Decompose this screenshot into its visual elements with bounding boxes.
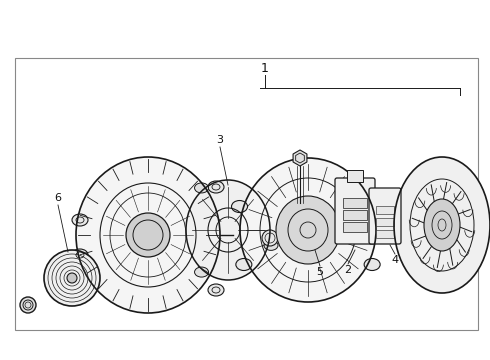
Bar — [343, 198, 367, 208]
Ellipse shape — [264, 240, 278, 250]
Text: 1: 1 — [261, 62, 269, 75]
Ellipse shape — [126, 213, 170, 257]
Ellipse shape — [208, 284, 224, 296]
Ellipse shape — [394, 157, 490, 293]
Bar — [376, 206, 394, 214]
Ellipse shape — [424, 199, 460, 251]
FancyBboxPatch shape — [335, 178, 375, 244]
Bar — [15, 58, 478, 330]
Ellipse shape — [44, 250, 100, 306]
Ellipse shape — [72, 249, 88, 261]
Ellipse shape — [195, 183, 209, 193]
Ellipse shape — [72, 214, 88, 226]
FancyBboxPatch shape — [369, 188, 401, 244]
Ellipse shape — [208, 181, 224, 193]
Text: 5: 5 — [317, 267, 323, 277]
Bar — [376, 218, 394, 226]
Text: 4: 4 — [392, 255, 398, 265]
Bar — [343, 222, 367, 232]
Bar — [343, 210, 367, 220]
Text: 6: 6 — [54, 193, 62, 203]
Ellipse shape — [364, 258, 380, 270]
Ellipse shape — [231, 201, 247, 212]
Bar — [347, 170, 363, 182]
Ellipse shape — [262, 230, 278, 246]
Ellipse shape — [364, 189, 380, 202]
Ellipse shape — [236, 258, 252, 270]
Text: 3: 3 — [217, 135, 223, 145]
Bar — [376, 230, 394, 238]
Ellipse shape — [186, 180, 270, 280]
Polygon shape — [295, 153, 304, 163]
Text: 2: 2 — [344, 265, 351, 275]
Ellipse shape — [240, 158, 376, 302]
Ellipse shape — [67, 273, 77, 283]
Polygon shape — [293, 150, 307, 166]
Ellipse shape — [276, 196, 340, 264]
Ellipse shape — [76, 157, 220, 313]
Ellipse shape — [195, 267, 209, 277]
Ellipse shape — [20, 297, 36, 313]
